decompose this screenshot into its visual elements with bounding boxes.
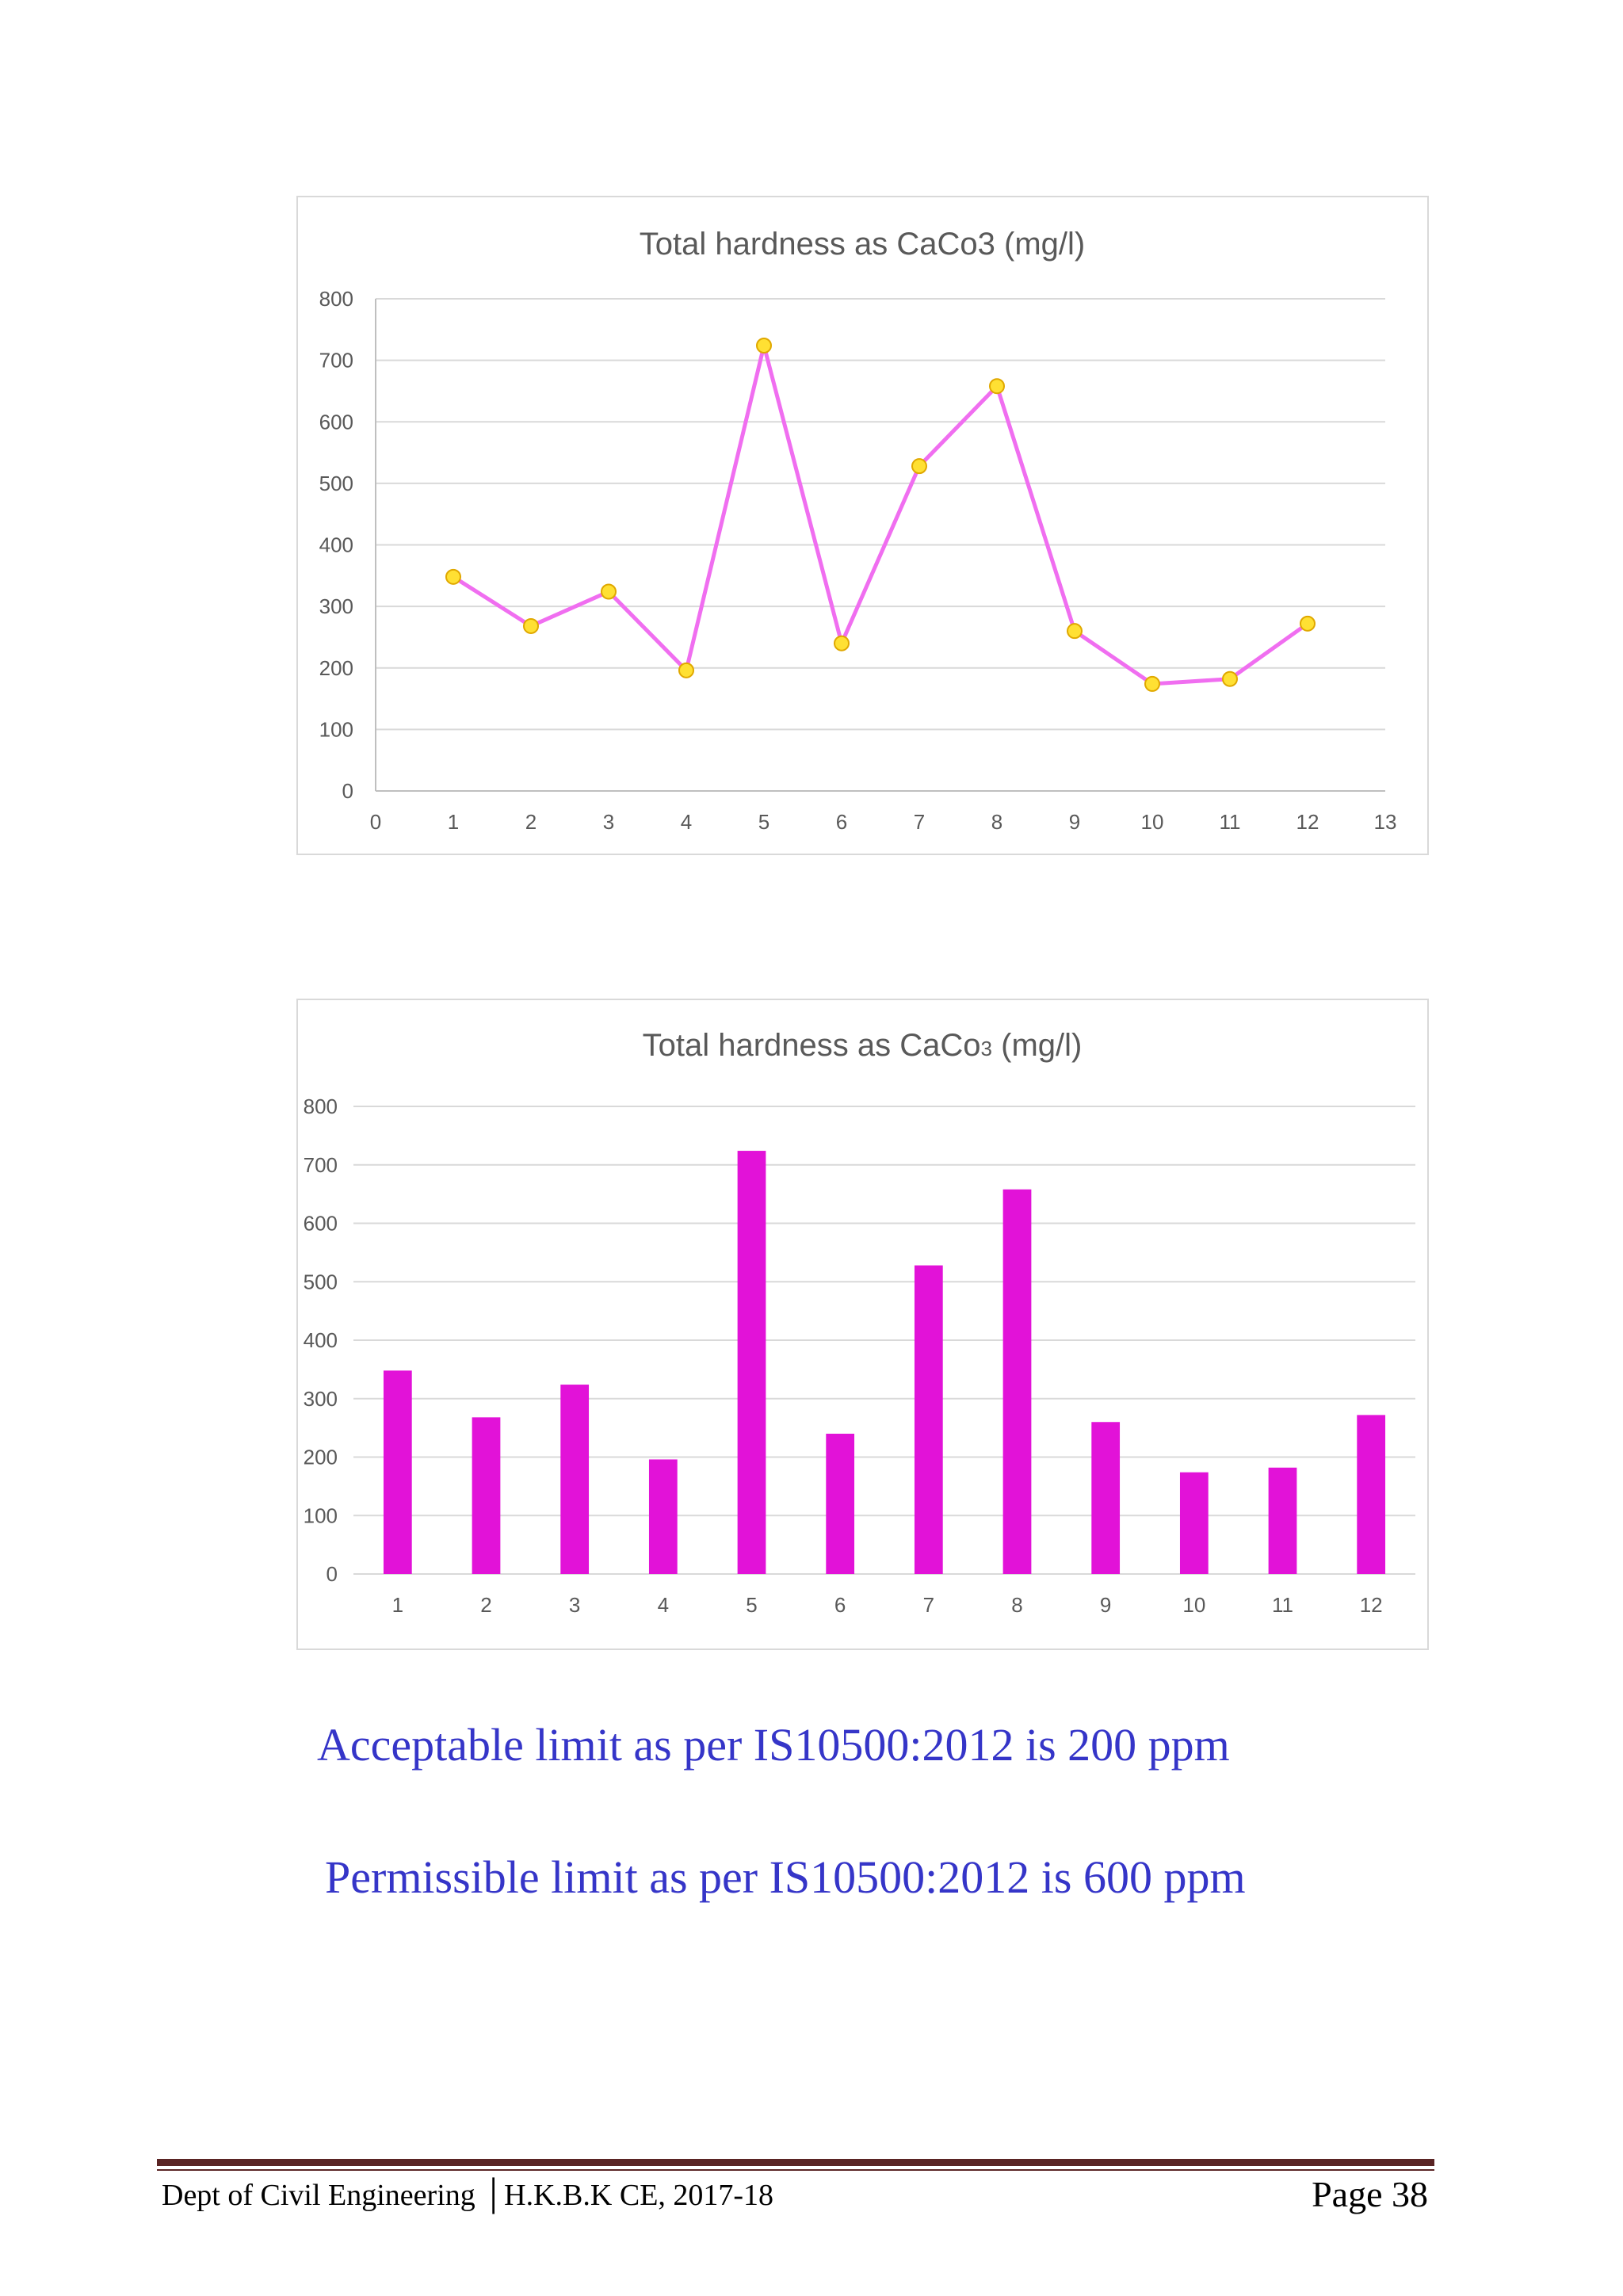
line-x-tick-label: 3: [603, 810, 614, 834]
bar-chart: Total hardness as CaCo3 (mg/l) 010020030…: [304, 1028, 1415, 1617]
line-chart-title: Total hardness as CaCo3 (mg/l): [640, 227, 1085, 262]
line-x-tick-label: 12: [1296, 810, 1319, 834]
bar-3: [560, 1385, 590, 1574]
line-y-tick-label: 0: [342, 779, 353, 803]
bar-chart-title-main: Total hardness as CaCo: [643, 1028, 981, 1063]
line-y-tick-label: 200: [319, 656, 353, 680]
footer-rule: [157, 2159, 1434, 2166]
bar-6: [826, 1434, 855, 1574]
line-x-tick-label: 9: [1069, 810, 1080, 834]
line-x-tick-label: 7: [914, 810, 925, 834]
bar-7: [914, 1265, 943, 1574]
bar-x-tick-label: 9: [1100, 1593, 1111, 1617]
bar-10: [1179, 1472, 1209, 1574]
bar-12: [1357, 1415, 1386, 1574]
bar-x-tick-label: 1: [392, 1593, 403, 1617]
line-y-tick-label: 600: [319, 410, 353, 434]
bar-y-tick-label: 600: [304, 1212, 338, 1236]
bar-8: [1002, 1189, 1032, 1574]
acceptable-limit-note: Acceptable limit as per IS10500:2012 is …: [317, 1719, 1230, 1771]
line-y-tick-label: 300: [319, 594, 353, 618]
line-x-tick-label: 11: [1220, 810, 1241, 834]
line-series-path: [452, 343, 1309, 686]
bar-x-tick-label: 7: [923, 1593, 934, 1617]
line-data-point: [445, 568, 461, 585]
line-x-tick-label: 4: [681, 810, 692, 834]
bar-y-tick-label: 500: [304, 1270, 338, 1293]
line-y-tick-label: 400: [319, 533, 353, 557]
line-x-tick-label: 1: [448, 810, 459, 834]
line-data-point: [678, 662, 694, 678]
line-y-tick-label: 800: [319, 287, 353, 311]
bar-y-tick-label: 0: [327, 1562, 338, 1586]
bar-x-tick-label: 11: [1272, 1593, 1293, 1617]
line-chart: Total hardness as CaCo3 (mg/l) 010020030…: [319, 227, 1397, 834]
line-data-point: [1300, 615, 1316, 632]
bar-x-tick-label: 12: [1360, 1593, 1383, 1617]
bar-x-tick-label: 4: [658, 1593, 669, 1617]
bar-x-tick-label: 5: [746, 1593, 757, 1617]
bar-x-tick-label: 6: [834, 1593, 846, 1617]
footer-page-number: Page 38: [1312, 2174, 1428, 2214]
line-chart-panel: Total hardness as CaCo3 (mg/l) 0 100 200 30…: [296, 196, 1429, 855]
bar-chart-title: Total hardness as CaCo3 (mg/l): [643, 1028, 1083, 1063]
line-data-point: [1067, 623, 1083, 640]
line-data-point: [911, 458, 927, 475]
bar-y-tick-label: 400: [304, 1328, 338, 1352]
line-x-tick-label: 5: [758, 810, 769, 834]
line-data-point: [523, 617, 539, 634]
bar-y-tick-label: 100: [304, 1503, 338, 1527]
footer-rule-thin: [157, 2169, 1434, 2171]
line-x-tick-label: 13: [1374, 810, 1397, 834]
bar-x-tick-label: 10: [1182, 1593, 1205, 1617]
line-data-point: [756, 337, 772, 353]
line-data-point: [1222, 670, 1238, 687]
line-data-point: [1144, 675, 1160, 692]
line-data-point: [989, 378, 1005, 395]
bar-x-tick-label: 3: [569, 1593, 580, 1617]
line-data-point: [834, 635, 850, 651]
bar-1: [383, 1370, 412, 1574]
bar-chart-title-subscript: 3: [981, 1037, 992, 1060]
line-y-tick-label: 700: [319, 349, 353, 372]
bar-5: [737, 1151, 766, 1574]
bar-x-tick-label: 8: [1011, 1593, 1022, 1617]
line-x-tick-label: 2: [525, 810, 537, 834]
bar-4: [648, 1459, 678, 1574]
bar-y-tick-label: 200: [304, 1446, 338, 1469]
bar-y-tick-label: 300: [304, 1387, 338, 1411]
bar-chart-title-tail: (mg/l): [992, 1028, 1082, 1063]
line-y-tick-label: 100: [319, 717, 353, 741]
line-x-tick-label: 6: [836, 810, 847, 834]
permissible-limit-note: Permissible limit as per IS10500:2012 is…: [325, 1851, 1246, 1903]
bar-chart-panel: Total hardness as CaCo3 (mg/l) 0 100 200 30…: [296, 999, 1429, 1650]
line-y-tick-label: 500: [319, 472, 353, 495]
bar-x-tick-label: 2: [480, 1593, 491, 1617]
bar-9: [1091, 1422, 1121, 1574]
bar-y-tick-label: 800: [304, 1095, 338, 1118]
bar-11: [1268, 1467, 1297, 1574]
line-data-point: [601, 583, 617, 600]
line-x-tick-label: 8: [991, 810, 1002, 834]
bar-y-tick-label: 700: [304, 1153, 338, 1177]
line-x-tick-label: 10: [1141, 810, 1164, 834]
footer-department: Dept of Civil Engineering │H.K.B.K CE, 2…: [162, 2179, 774, 2212]
bar-2: [472, 1417, 501, 1574]
line-x-tick-label: 0: [370, 810, 381, 834]
